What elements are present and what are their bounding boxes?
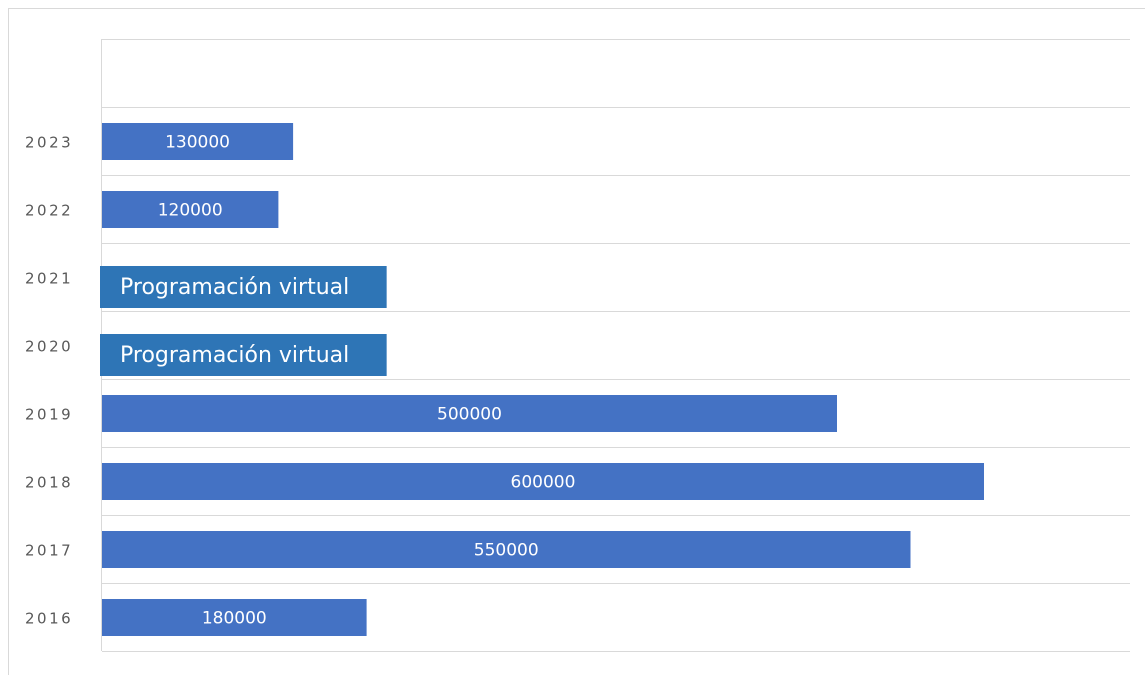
category-label: 2023 bbox=[25, 134, 73, 152]
bar bbox=[102, 463, 984, 500]
virtual-overlay-box bbox=[100, 334, 387, 376]
category-label: 2020 bbox=[25, 338, 73, 356]
bar bbox=[102, 123, 294, 160]
category-label: 2017 bbox=[25, 542, 73, 560]
overlay-label: Programación virtual bbox=[120, 343, 349, 368]
bar bbox=[102, 599, 367, 636]
bar bbox=[102, 191, 279, 228]
data-label: 600000 bbox=[511, 473, 576, 493]
data-label: 180000 bbox=[202, 609, 267, 629]
data-label: 120000 bbox=[158, 201, 223, 221]
data-label: 550000 bbox=[474, 541, 539, 561]
category-label: 2022 bbox=[25, 202, 73, 220]
virtual-overlay-box bbox=[100, 266, 387, 308]
category-label: 2018 bbox=[25, 474, 73, 492]
data-label: 500000 bbox=[437, 405, 502, 425]
chart-frame bbox=[8, 8, 1145, 675]
category-label: 2019 bbox=[25, 406, 73, 424]
bar bbox=[102, 531, 911, 568]
overlay-label: Programación virtual bbox=[120, 275, 349, 300]
category-label: 2016 bbox=[25, 610, 73, 628]
data-label: 130000 bbox=[165, 133, 230, 153]
category-label: 2021 bbox=[25, 270, 73, 288]
bar bbox=[102, 395, 837, 432]
